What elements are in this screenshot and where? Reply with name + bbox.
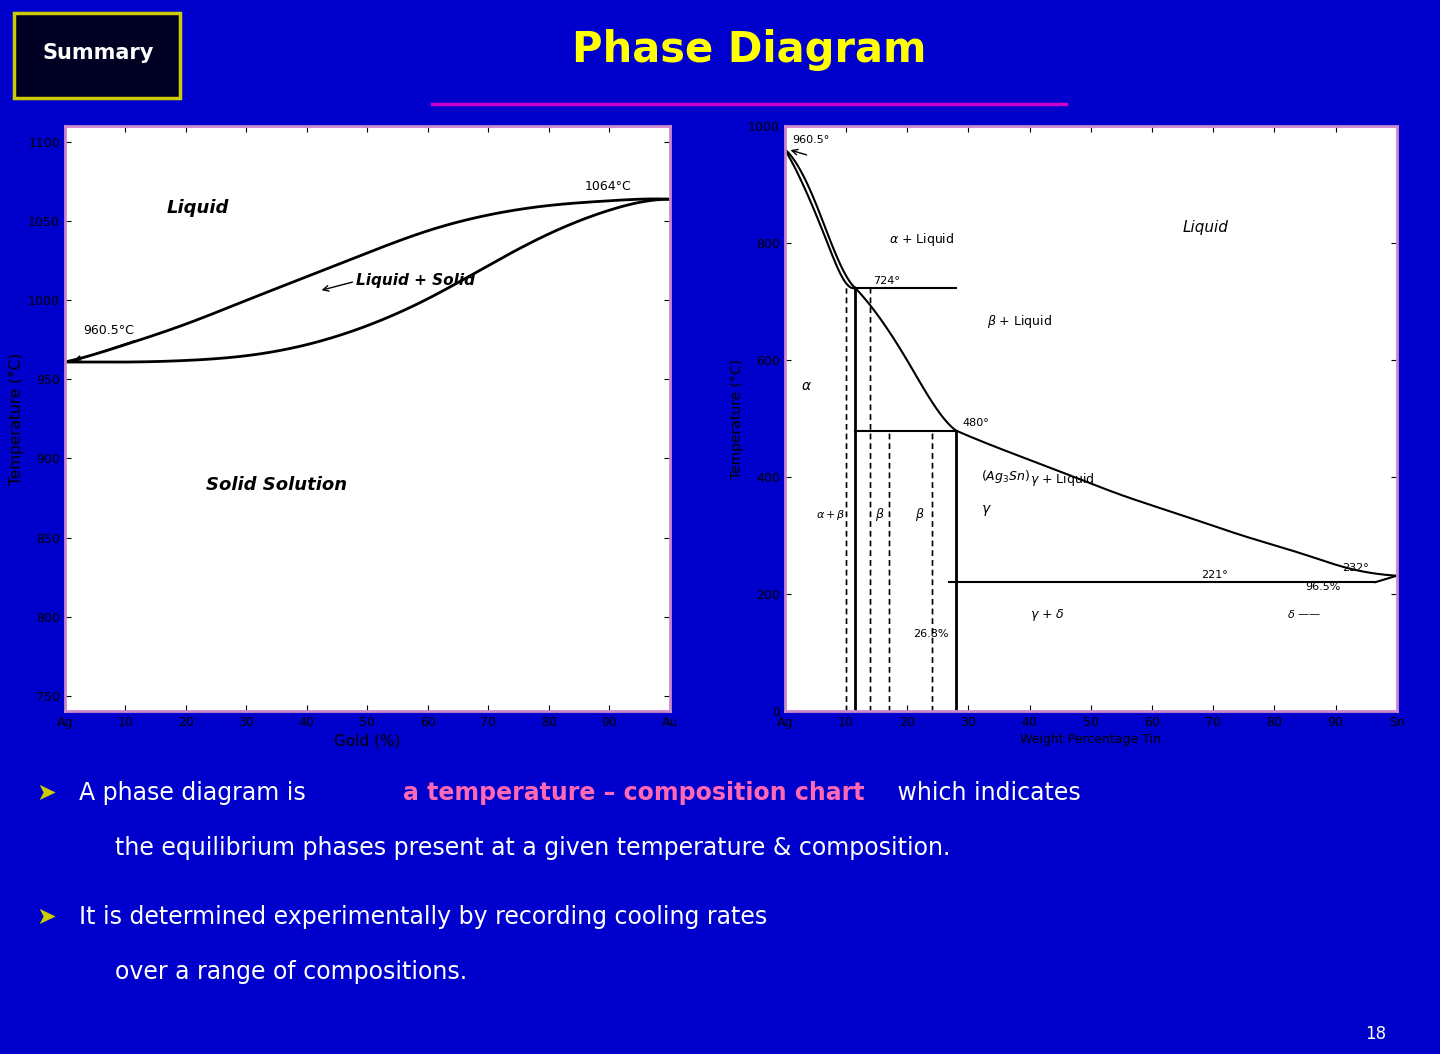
Text: It is determined experimentally by recording cooling rates: It is determined experimentally by recor… [79,904,768,929]
Text: Liquid + Solid: Liquid + Solid [356,273,475,288]
Text: 232°: 232° [1342,563,1368,573]
Text: $\beta$: $\beta$ [876,506,884,524]
Text: 960.5°C: 960.5°C [84,324,134,336]
Text: Liquid: Liquid [167,199,229,217]
X-axis label: Weight Percentage Tin: Weight Percentage Tin [1021,734,1161,746]
Text: 18: 18 [1365,1026,1385,1043]
Text: 221°: 221° [1201,570,1228,580]
Text: which indicates: which indicates [890,781,1080,804]
Text: ➤: ➤ [36,904,56,929]
Text: $\beta$ + Liquid: $\beta$ + Liquid [986,313,1051,330]
Text: a temperature – composition chart: a temperature – composition chart [403,781,864,804]
Text: ➤: ➤ [36,781,56,804]
Text: $\gamma$: $\gamma$ [981,503,992,518]
Text: $\alpha$ + Liquid: $\alpha$ + Liquid [888,232,955,249]
Text: 960.5°: 960.5° [792,135,829,144]
Text: $\gamma$ + $\delta$: $\gamma$ + $\delta$ [1030,607,1064,623]
Text: $\alpha$: $\alpha$ [801,378,812,393]
Text: Phase Diagram: Phase Diagram [572,28,926,71]
Text: Liquid: Liquid [1182,220,1228,235]
Text: $\gamma$ + Liquid: $\gamma$ + Liquid [1030,471,1094,488]
Y-axis label: Temperature (°C): Temperature (°C) [730,359,744,479]
Text: the equilibrium phases present at a given temperature & composition.: the equilibrium phases present at a give… [115,836,950,860]
Text: 26.8%: 26.8% [913,628,949,639]
Text: over a range of compositions.: over a range of compositions. [115,960,468,984]
Text: Solid Solution: Solid Solution [206,476,347,494]
Text: $(Ag_3Sn)$: $(Ag_3Sn)$ [981,468,1030,486]
Text: 480°: 480° [962,418,989,428]
Text: 1064°C: 1064°C [585,180,632,193]
Text: 96.5%: 96.5% [1305,583,1341,592]
FancyBboxPatch shape [14,13,180,98]
Y-axis label: Temperature (°C): Temperature (°C) [9,353,24,485]
Text: 724°: 724° [874,276,900,287]
Text: A phase diagram is: A phase diagram is [79,781,314,804]
Text: $\beta$: $\beta$ [914,506,924,524]
X-axis label: Gold (%): Gold (%) [334,734,400,748]
Text: $\alpha+\beta$: $\alpha+\beta$ [816,508,845,523]
Text: $\delta$ ——: $\delta$ —— [1287,608,1320,620]
Text: Summary: Summary [42,43,154,63]
